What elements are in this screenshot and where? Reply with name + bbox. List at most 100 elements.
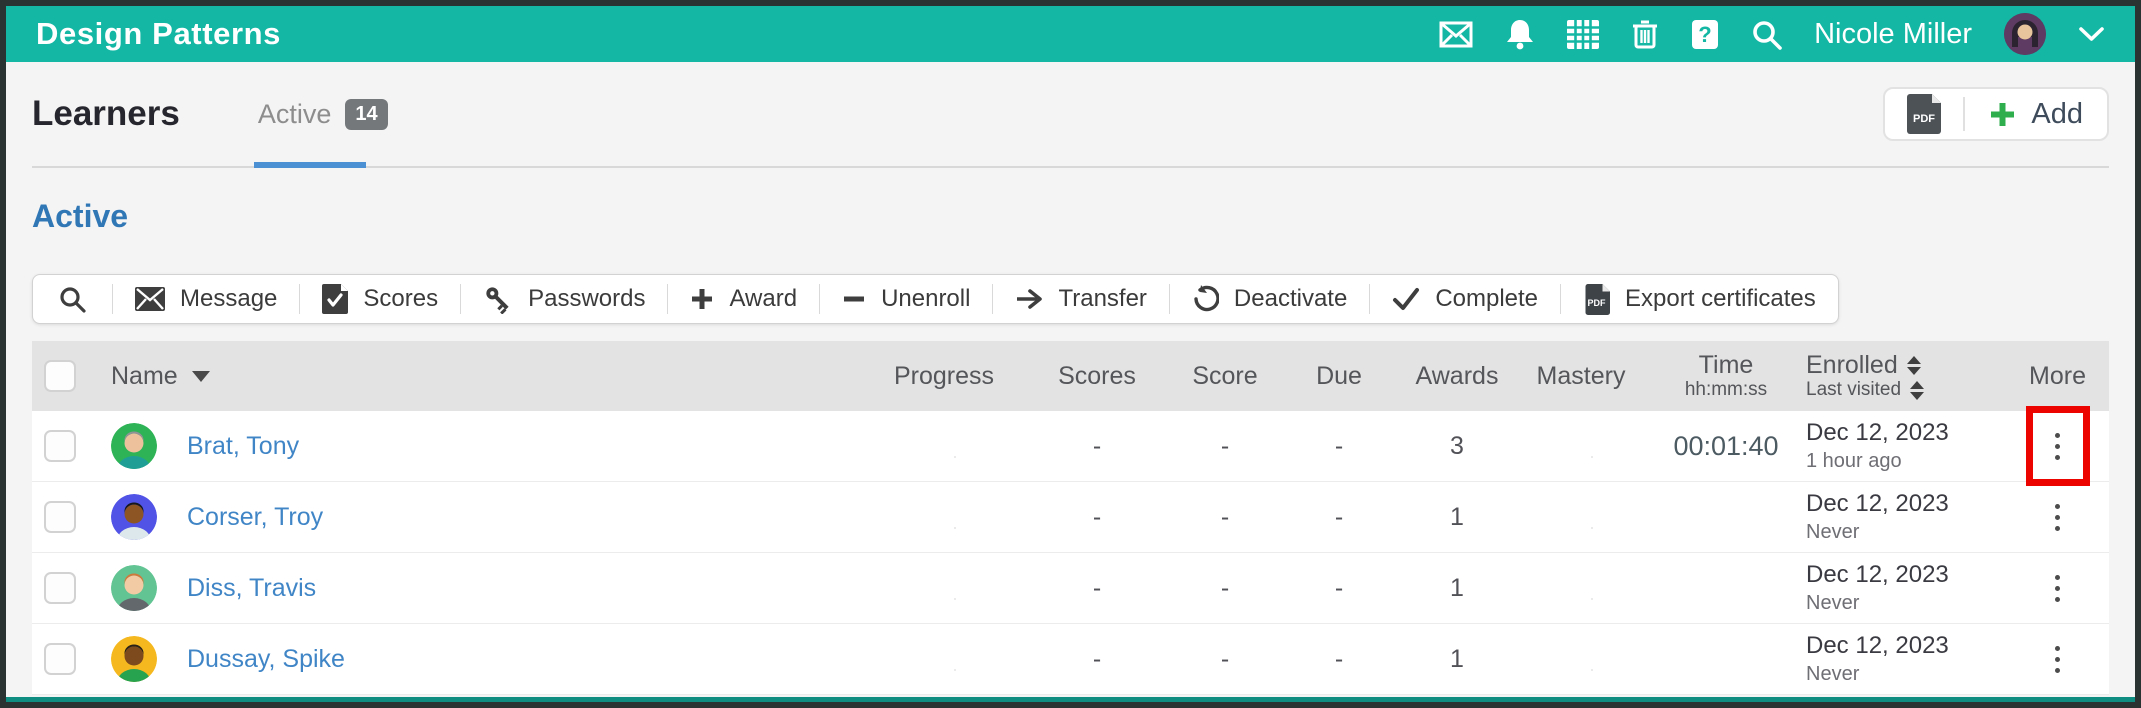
table-row: Brat, Tony - - - 3 00:01:40 Dec 12, 2023…	[32, 406, 2109, 486]
enrolled-date: Dec 12, 2023	[1806, 490, 1949, 517]
more-menu-button[interactable]	[2045, 565, 2070, 612]
toolbar-export-certificates-button[interactable]: PDF Export certificates	[1561, 283, 1838, 315]
table-body: Brat, Tony - - - 3 00:01:40 Dec 12, 2023…	[32, 406, 2109, 695]
column-header-time: Time hh:mm:ss	[1684, 350, 1768, 401]
learners-table: Name Progress Scores Score Due Awards Ma…	[32, 341, 2109, 695]
plus-icon	[692, 289, 713, 309]
column-header-scores: Scores	[1058, 361, 1136, 390]
pdf-icon: PDF	[1907, 94, 1942, 134]
enrolled-date: Dec 12, 2023	[1806, 561, 1949, 588]
toolbar-search-button[interactable]	[33, 286, 112, 313]
top-bar: Design Patterns ? Nicole Miller	[6, 6, 2135, 62]
page-actions: PDF Add	[1883, 87, 2109, 141]
scores-cell: -	[1092, 431, 1102, 460]
learner-avatar	[111, 494, 157, 540]
enrolled-date: Dec 12, 2023	[1806, 632, 1949, 659]
column-header-more: More	[2029, 361, 2086, 390]
due-cell: -	[1334, 644, 1344, 673]
sort-icon[interactable]	[1910, 380, 1925, 400]
toolbar-award-button[interactable]: Award	[668, 285, 819, 313]
learner-avatar	[111, 423, 157, 469]
awards-cell: 3	[1450, 431, 1464, 460]
add-button[interactable]: Add	[1965, 89, 2107, 139]
row-checkbox[interactable]	[44, 430, 76, 462]
help-icon[interactable]: ?	[1691, 19, 1719, 50]
toolbar-transfer-button[interactable]: Transfer	[993, 285, 1168, 313]
column-header-mastery: Mastery	[1536, 361, 1626, 390]
trash-icon[interactable]	[1631, 19, 1659, 50]
learner-name-link[interactable]: Dussay, Spike	[187, 644, 345, 673]
awards-cell: 1	[1450, 644, 1464, 673]
mail-icon[interactable]	[1439, 21, 1473, 48]
user-avatar[interactable]	[2004, 13, 2046, 55]
column-header-enrolled[interactable]: Enrolled Last visited	[1806, 351, 1925, 402]
learner-avatar	[111, 565, 157, 611]
last-visited: Never	[1806, 592, 1860, 614]
rotate-ccw-icon	[1194, 285, 1219, 312]
last-visited: 1 hour ago	[1806, 450, 1902, 472]
score-cell: -	[1220, 573, 1230, 602]
page-title: Learners	[32, 94, 180, 133]
score-cell: -	[1220, 431, 1230, 460]
column-header-score: Score	[1192, 361, 1258, 390]
last-visited: Never	[1806, 521, 1860, 543]
bell-icon[interactable]	[1505, 18, 1535, 50]
row-checkbox[interactable]	[44, 572, 76, 604]
toolbar-complete-button[interactable]: Complete	[1370, 285, 1560, 313]
table-row: Corser, Troy - - - 1 Dec 12, 2023 Never	[32, 482, 2109, 553]
svg-text:PDF: PDF	[1588, 298, 1607, 308]
learner-name-link[interactable]: Brat, Tony	[187, 431, 300, 460]
caret-down-icon	[191, 370, 210, 382]
score-cell: -	[1220, 644, 1230, 673]
last-visited: Never	[1806, 663, 1860, 685]
bottom-accent-bar	[6, 697, 2135, 702]
calendar-icon[interactable]	[1567, 19, 1600, 49]
time-cell: 00:01:40	[1673, 430, 1779, 461]
toolbar-message-button[interactable]: Message	[113, 285, 299, 313]
pdf-icon: PDF	[1585, 283, 1611, 315]
due-cell: -	[1334, 573, 1344, 602]
learner-avatar	[111, 636, 157, 682]
document-check-icon	[322, 284, 349, 314]
page-header: Learners Active 14 PDF Add	[32, 62, 2109, 168]
user-name[interactable]: Nicole Miller	[1814, 17, 1972, 50]
plus-icon	[1991, 102, 2015, 126]
svg-text:?: ?	[1698, 22, 1711, 47]
button-divider	[1963, 97, 1966, 131]
toolbar-unenroll-button[interactable]: Unenroll	[820, 285, 992, 313]
svg-text:PDF: PDF	[1913, 113, 1935, 125]
awards-cell: 1	[1450, 573, 1464, 602]
app-title: Design Patterns	[36, 16, 282, 51]
row-checkbox[interactable]	[44, 501, 76, 533]
due-cell: -	[1334, 431, 1344, 460]
section-heading: Active	[32, 198, 129, 234]
toolbar-scores-button[interactable]: Scores	[300, 284, 460, 314]
row-checkbox[interactable]	[44, 643, 76, 675]
column-header-progress: Progress	[893, 361, 995, 390]
export-pdf-button[interactable]: PDF	[1885, 89, 1963, 139]
more-menu-button[interactable]	[2045, 636, 2070, 683]
scores-cell: -	[1092, 502, 1102, 531]
learner-name-link[interactable]: Corser, Troy	[187, 502, 324, 531]
sort-icon[interactable]	[1906, 355, 1921, 375]
toolbar-passwords-button[interactable]: Passwords	[461, 284, 667, 314]
check-icon	[1393, 288, 1420, 310]
minus-icon	[844, 296, 865, 302]
search-icon[interactable]	[1751, 19, 1782, 50]
column-header-name[interactable]: Name	[111, 362, 210, 391]
chevron-down-icon[interactable]	[2078, 26, 2105, 43]
more-menu-button[interactable]	[2045, 423, 2070, 470]
toolbar-deactivate-button[interactable]: Deactivate	[1170, 285, 1369, 313]
tab-active-label: Active	[257, 98, 332, 129]
tab-active-underline	[253, 162, 366, 168]
more-menu-button[interactable]	[2045, 494, 2070, 541]
learner-name-link[interactable]: Diss, Travis	[187, 573, 317, 602]
enrolled-date: Dec 12, 2023	[1806, 419, 1949, 446]
select-all-checkbox[interactable]	[44, 360, 76, 392]
awards-cell: 1	[1450, 502, 1464, 531]
table-row: Diss, Travis - - - 1 Dec 12, 2023 Never	[32, 553, 2109, 624]
envelope-icon	[135, 287, 165, 311]
score-cell: -	[1220, 502, 1230, 531]
bulk-actions-toolbar: Message Scores Passwords Award Unenroll …	[32, 274, 1839, 324]
tab-active[interactable]: Active 14	[253, 62, 388, 168]
